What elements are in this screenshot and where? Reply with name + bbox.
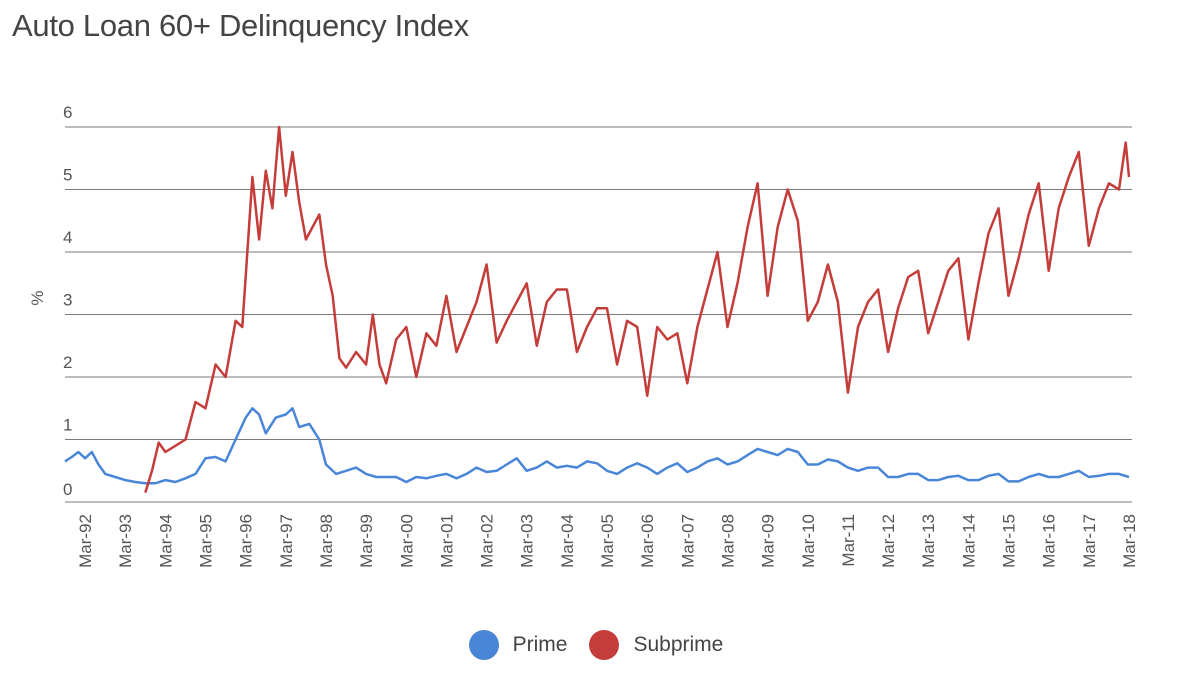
y-tick-label-2: 2 <box>63 353 72 372</box>
y-tick-label-1: 1 <box>63 416 72 435</box>
x-tick-label: Mar-16 <box>1040 514 1059 568</box>
x-tick-label: Mar-95 <box>197 514 216 568</box>
subprime-color-swatch <box>589 630 620 660</box>
x-tick-label: Mar-96 <box>237 514 256 568</box>
legend-label-subprime: Subprime <box>633 633 724 656</box>
x-tick-label: Mar-07 <box>678 514 697 568</box>
y-tick-label-3: 3 <box>63 291 72 310</box>
x-tick-label: Mar-18 <box>1120 514 1139 568</box>
x-tick-label: Mar-14 <box>959 514 978 568</box>
prime-color-swatch <box>468 630 499 660</box>
x-tick-label: Mar-02 <box>478 514 497 568</box>
y-tick-label-4: 4 <box>63 228 72 247</box>
x-tick-label: Mar-98 <box>317 514 336 568</box>
x-tick-label: Mar-05 <box>598 514 617 568</box>
x-tick-label: Mar-94 <box>156 514 175 568</box>
series-line-prime <box>64 407 1130 485</box>
chart-plot: 0 1 2 3 4 5 6% Mar-92 Mar-93 Mar-94 Mar-95 Mar-96 Ma… <box>28 103 1139 568</box>
x-tick-label: Mar-92 <box>76 514 95 568</box>
x-tick-label: Mar-17 <box>1080 514 1099 568</box>
x-tick-label: Mar-06 <box>638 514 657 568</box>
y-tick-label-6: 6 <box>63 103 72 122</box>
x-tick-label: Mar-03 <box>518 514 537 568</box>
x-tick-label: Mar-10 <box>799 514 818 568</box>
legend-item-subprime[interactable]: Subprime <box>589 630 723 660</box>
y-axis-label: % <box>28 290 47 305</box>
x-tick-label: Mar-01 <box>437 514 456 568</box>
x-tick-label: Mar-09 <box>759 514 778 568</box>
x-tick-label: Mar-12 <box>879 514 898 568</box>
y-tick-label-0: 0 <box>63 480 72 499</box>
x-tick-label: Mar-11 <box>839 514 858 567</box>
y-tick-label-5: 5 <box>63 166 72 185</box>
x-tick-label: Mar-93 <box>116 514 135 568</box>
x-tick-label: Mar-04 <box>558 514 577 568</box>
legend-label-prime: Prime <box>512 633 568 656</box>
legend-item-prime[interactable]: Prime <box>468 630 568 660</box>
chart-legend: Prime Subprime <box>0 630 1192 660</box>
x-tick-label: Mar-15 <box>1000 514 1019 568</box>
x-tick-label: Mar-99 <box>357 514 376 568</box>
x-tick-label: Mar-97 <box>277 514 296 568</box>
series-line-subprime <box>144 125 1131 493</box>
x-tick-label: Mar-13 <box>919 514 938 568</box>
x-tick-label: Mar-08 <box>718 514 737 568</box>
x-tick-label: Mar-00 <box>397 514 416 568</box>
chart-title: Auto Loan 60+ Delinquency Index <box>12 8 469 43</box>
